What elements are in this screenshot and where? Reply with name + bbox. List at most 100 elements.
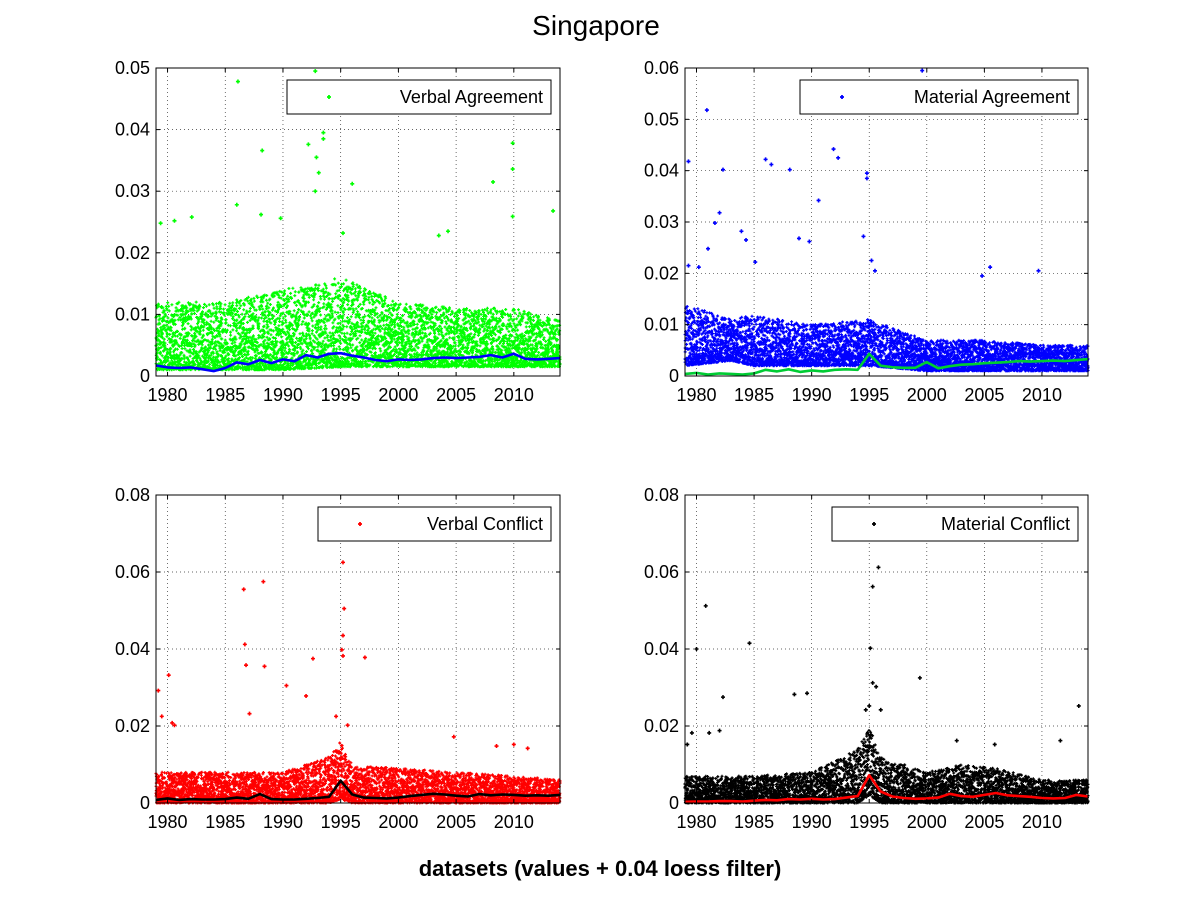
data-point xyxy=(525,746,530,751)
y-tick-label: 0 xyxy=(669,366,679,386)
data-point xyxy=(313,69,318,74)
y-tick-label: 0.04 xyxy=(644,639,679,659)
legend-marker xyxy=(840,95,844,99)
x-tick-label: 2010 xyxy=(1022,812,1062,832)
x-tick-label: 2010 xyxy=(1022,385,1062,405)
legend-marker xyxy=(358,522,362,526)
data-point xyxy=(235,79,240,84)
data-point xyxy=(1036,268,1041,273)
data-point xyxy=(920,68,925,73)
data-point xyxy=(703,603,708,608)
y-tick-label: 0.05 xyxy=(644,109,679,129)
x-tick-label: 1995 xyxy=(849,812,889,832)
x-tick-label: 2000 xyxy=(378,812,418,832)
x-tick-label: 1985 xyxy=(205,385,245,405)
data-point xyxy=(340,633,345,638)
data-point xyxy=(753,260,758,265)
data-point xyxy=(362,655,367,660)
data-point xyxy=(511,742,516,747)
legend-box xyxy=(799,79,1079,115)
data-point xyxy=(685,742,690,747)
plot-area xyxy=(685,495,1088,803)
y-tick-label: 0.04 xyxy=(115,639,150,659)
y-tick-label: 0.04 xyxy=(644,161,679,181)
data-point xyxy=(836,155,841,160)
data-point xyxy=(342,606,347,611)
y-tick-label: 0.02 xyxy=(115,243,150,263)
legend-label: Verbal Agreement xyxy=(400,87,543,107)
panel-material-conflict: 1980 1985 1990 1995 2000 2005 2010 0 0.02 0.04 0.0… xyxy=(644,485,1090,832)
x-tick-label: 1990 xyxy=(263,385,303,405)
x-tick-label: 2010 xyxy=(494,812,534,832)
loess-line xyxy=(684,352,1089,376)
x-tick-label: 2005 xyxy=(436,812,476,832)
x-tick-label: 1995 xyxy=(849,385,889,405)
x-tick-label: 1995 xyxy=(321,385,361,405)
data-point xyxy=(340,231,345,236)
data-point xyxy=(686,263,691,268)
y-tick-label: 0.02 xyxy=(644,263,679,283)
data-point xyxy=(864,176,869,181)
data-point xyxy=(792,692,797,697)
x-tick-label: 1990 xyxy=(263,812,303,832)
data-point xyxy=(261,579,266,584)
x-tick-label: 1990 xyxy=(792,385,832,405)
y-tick-label: 0.08 xyxy=(644,485,679,505)
data-point xyxy=(321,130,326,135)
x-tick-label: 1985 xyxy=(205,812,245,832)
data-point xyxy=(451,734,456,739)
data-point xyxy=(241,587,246,592)
y-tick-label: 0.04 xyxy=(115,120,150,140)
x-tick-label: 2000 xyxy=(907,812,947,832)
data-point xyxy=(313,189,318,194)
data-point xyxy=(763,157,768,162)
x-tick-label: 2005 xyxy=(964,385,1004,405)
data-point xyxy=(306,142,311,147)
y-tick-label: 0.01 xyxy=(115,304,150,324)
data-point xyxy=(242,642,247,647)
data-point xyxy=(707,730,712,735)
y-tick-label: 0.06 xyxy=(644,562,679,582)
data-point xyxy=(494,744,499,749)
data-point xyxy=(260,148,265,153)
data-point xyxy=(816,198,821,203)
data-point xyxy=(870,584,875,589)
data-point xyxy=(334,714,339,719)
legend-label: Material Agreement xyxy=(914,87,1070,107)
data-point xyxy=(310,656,315,661)
legend-marker xyxy=(327,95,331,99)
legend: Verbal Conflict xyxy=(317,506,552,542)
data-point xyxy=(278,216,283,221)
data-point xyxy=(878,707,883,712)
data-point xyxy=(170,720,175,725)
y-tick-label: 0.03 xyxy=(644,212,679,232)
y-tick-label: 0.08 xyxy=(115,485,150,505)
panel-verbal-conflict: 1980 1985 1990 1995 2000 2005 2010 0 0.02 0.04 0.0… xyxy=(115,485,562,832)
y-tick-label: 0.01 xyxy=(644,315,679,335)
data-point xyxy=(510,214,515,219)
data-point xyxy=(314,155,319,160)
data-point xyxy=(1076,703,1081,708)
data-point xyxy=(712,221,717,226)
panel-verbal-agreement: 1980 1985 1990 1995 2000 2005 2010 0 0.01 0.02 0.0… xyxy=(115,58,562,405)
data-point xyxy=(172,723,177,728)
data-point xyxy=(980,273,985,278)
data-point xyxy=(744,237,749,242)
y-tick-label: 0.03 xyxy=(115,181,150,201)
data-point xyxy=(869,258,874,263)
legend: Verbal Agreement xyxy=(286,79,552,115)
x-tick-label: 1980 xyxy=(148,385,188,405)
data-point xyxy=(696,265,701,270)
data-point xyxy=(720,695,725,700)
data-point xyxy=(284,683,289,688)
data-point xyxy=(340,653,345,658)
x-tick-label: 2005 xyxy=(964,812,1004,832)
data-point xyxy=(796,236,801,241)
x-tick-label: 1985 xyxy=(734,812,774,832)
data-point xyxy=(739,229,744,234)
data-point xyxy=(446,229,451,234)
data-point xyxy=(867,703,872,708)
y-tick-label: 0.02 xyxy=(644,716,679,736)
axes-box xyxy=(155,67,561,377)
data-point xyxy=(350,181,355,186)
